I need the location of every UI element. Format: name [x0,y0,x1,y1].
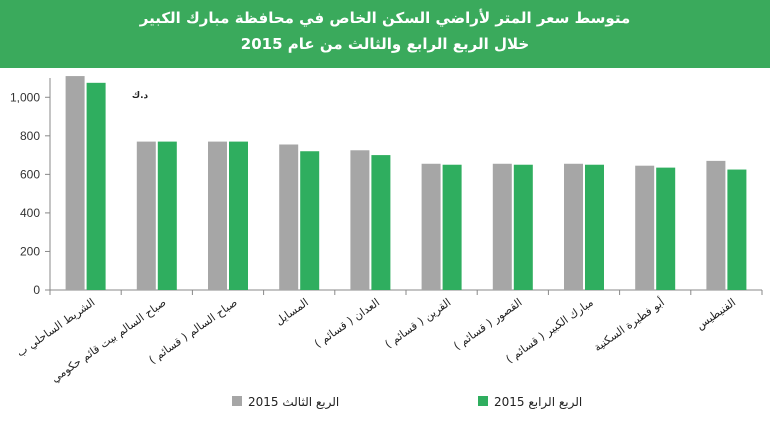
bar-q4 [585,164,604,290]
bar-q3 [635,165,655,290]
legend-label-q4: الربع الرابع 2015 [494,395,582,410]
chart-header: متوسط سعر المتر لأراضي السكن الخاص في مح… [0,0,770,68]
bar-q4 [727,169,747,290]
unit-label: د.ك [132,91,149,101]
bar-q4 [371,155,391,290]
bar-q4 [442,164,462,290]
bar-q3 [136,141,156,290]
y-tick-label: 200 [20,244,40,258]
bar-q3 [706,160,726,290]
category-label: أبو فطيرة السكنية [591,295,667,354]
chart-title-line1: متوسط سعر المتر لأراضي السكن الخاص في مح… [139,9,631,27]
y-tick-label: 600 [20,167,40,181]
category-label: الفنيطيس [694,296,738,332]
legend-label-q3: الربع الثالث 2015 [248,395,339,410]
y-tick-label: 400 [20,206,40,220]
bar-q3 [65,76,85,290]
bar-q4 [300,151,320,290]
y-tick-label: 800 [20,129,40,143]
bar-q3 [564,163,583,290]
bar-q4 [86,82,106,291]
y-tick-label: 1,000 [10,90,40,104]
bar-q3 [208,141,227,290]
bar-q3 [492,163,512,290]
bar-q4 [157,141,177,290]
category-label: القصور ( قسائم ) [451,296,524,353]
category-label: صباح السالم بيت قائم حكومي [49,296,169,385]
bar-q4 [229,141,248,290]
bar-q4 [656,167,676,290]
chart-title-line2: خلال الربع الرابع والثالث من عام 2015 [240,35,530,53]
legend-swatch-q4 [478,396,488,406]
bar-q3 [350,150,370,290]
bar-q4 [513,164,533,290]
bar-q3 [421,163,441,290]
category-label: المسايل [273,296,311,328]
category-label: العدان ( قسائم ) [312,296,382,351]
legend-swatch-q3 [232,396,242,406]
category-label: القرين ( قسائم ) [382,296,453,351]
y-tick-label: 0 [33,283,40,297]
bar-q3 [279,144,299,290]
